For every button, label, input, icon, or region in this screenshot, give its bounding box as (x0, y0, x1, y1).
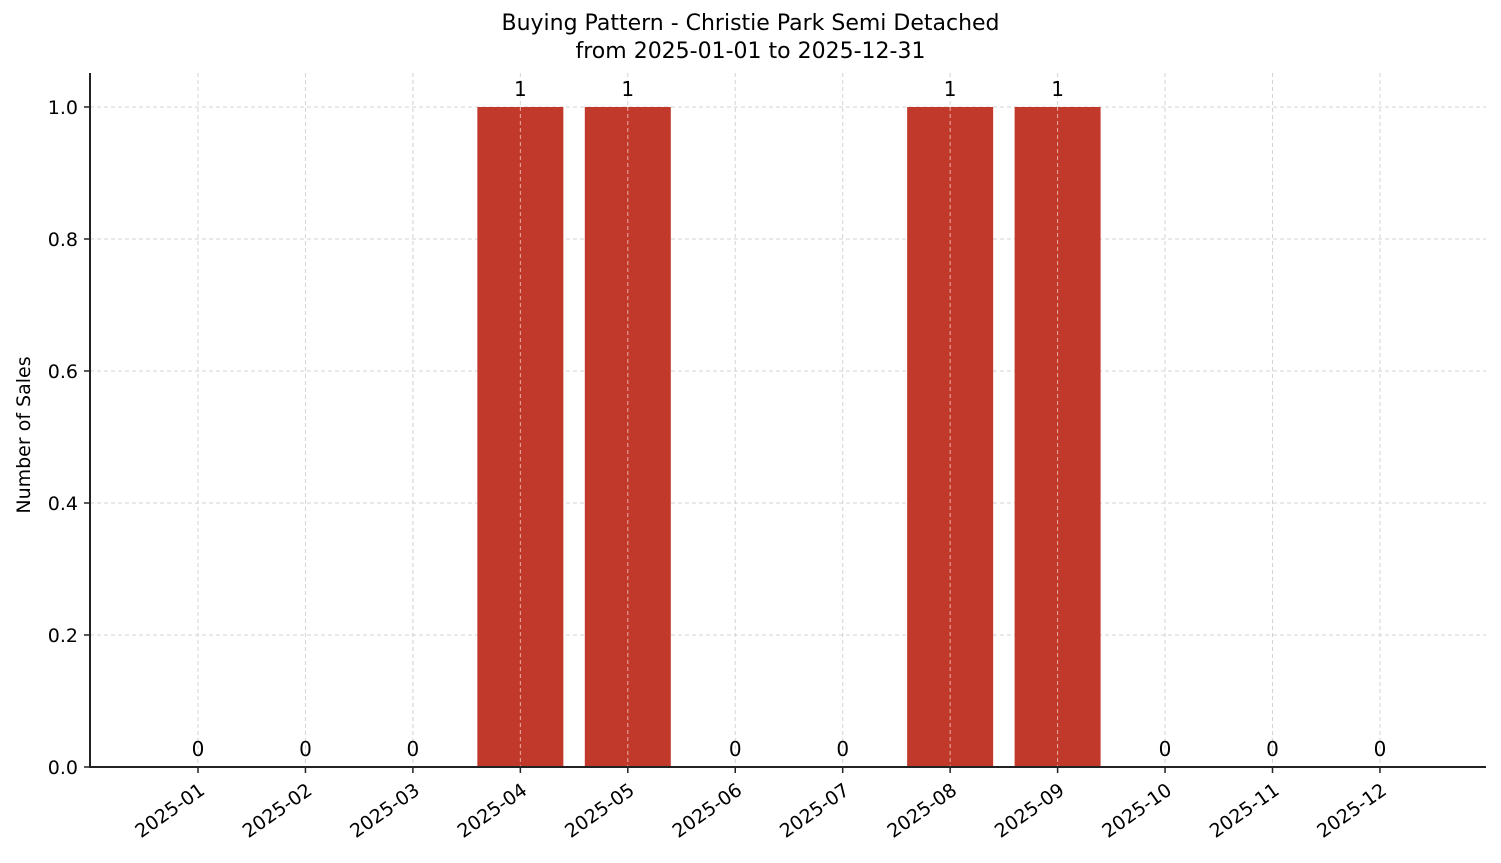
y-tick-label: 0.0 (48, 757, 78, 779)
x-tick-label: 2025-07 (776, 779, 854, 843)
y-tick-label: 0.6 (48, 361, 78, 383)
y-tick-label: 0.4 (48, 493, 78, 515)
bar-value-label: 1 (621, 77, 634, 101)
bar-value-label: 0 (729, 737, 742, 761)
y-tick-label: 1.0 (48, 97, 78, 119)
chart-subtitle: from 2025-01-01 to 2025-12-31 (575, 39, 926, 64)
x-tick-label: 2025-10 (1098, 779, 1176, 843)
x-tick-label: 2025-08 (883, 779, 961, 843)
x-tick-label: 2025-06 (668, 779, 746, 843)
bar-value-label: 0 (1266, 737, 1279, 761)
x-tick-label: 2025-05 (561, 779, 639, 843)
chart-title: Buying Pattern - Christie Park Semi Deta… (501, 11, 1000, 36)
bar-value-label: 0 (1374, 737, 1387, 761)
y-axis-label: Number of Sales (13, 356, 35, 513)
bar-value-label: 0 (407, 737, 420, 761)
bar-value-label: 1 (514, 77, 527, 101)
y-tick-label: 0.2 (48, 625, 78, 647)
x-tick-label: 2025-01 (131, 779, 209, 843)
x-tick-label: 2025-12 (1313, 779, 1391, 843)
x-tick-label: 2025-03 (346, 779, 424, 843)
bar-value-label: 0 (1159, 737, 1172, 761)
bar-value-label: 0 (836, 737, 849, 761)
bar-value-label: 0 (192, 737, 205, 761)
x-tick-label: 2025-04 (454, 779, 532, 843)
bar-value-label: 1 (1051, 77, 1064, 101)
x-tick-label: 2025-09 (991, 779, 1069, 843)
y-tick-label: 0.8 (48, 229, 78, 251)
bar-value-label: 1 (944, 77, 957, 101)
x-tick-label: 2025-11 (1206, 779, 1284, 843)
x-tick-label: 2025-02 (239, 779, 317, 843)
bar-value-label: 0 (299, 737, 312, 761)
